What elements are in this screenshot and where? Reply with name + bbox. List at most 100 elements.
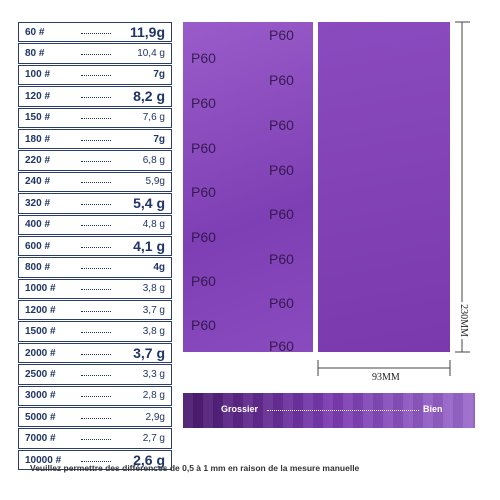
- grit: 3000 #: [25, 390, 56, 402]
- grit: 80 #: [25, 48, 45, 60]
- grit: 120 #: [25, 90, 51, 102]
- leader-dots: [81, 139, 111, 141]
- weight: 7,6 g: [142, 112, 165, 124]
- leader-dots: [81, 225, 111, 227]
- weight-row: 150 # 7,6 g: [18, 107, 172, 128]
- weight: 2,6 g: [133, 452, 165, 468]
- weight-row: 1500 # 3,8 g: [18, 321, 172, 342]
- weight: 3,8 g: [142, 283, 165, 295]
- sheet-label: P60: [191, 184, 216, 200]
- weight: 5,4 g: [133, 195, 165, 212]
- leader-dots: [81, 118, 111, 120]
- weight: 3,7 g: [142, 304, 165, 316]
- width-label: 93MM: [372, 372, 400, 383]
- grit: 240 #: [25, 176, 51, 188]
- weight-row: 100 # 7g: [18, 64, 172, 86]
- weight-row: 80 # 10,4 g: [18, 43, 172, 64]
- weight: 2,8 g: [142, 390, 165, 402]
- weight-row: 10000 # 2,6 g: [18, 449, 172, 471]
- weight-row: 240 # 5,9g: [18, 171, 172, 193]
- leader-dots: [81, 353, 111, 355]
- leader-dots: [81, 75, 111, 77]
- weight-row: 2500 # 3,3 g: [18, 364, 172, 385]
- sheet-label: P60: [269, 206, 294, 222]
- sheet-label: P60: [191, 140, 216, 156]
- weight: 6,8 g: [142, 155, 165, 167]
- leader-dots: [81, 439, 111, 441]
- weight-table: 60 # 11,9g 80 # 10,4 g 100 # 7g 120 # 8,2 g 150 …: [18, 22, 172, 471]
- leader-dots: [81, 161, 111, 163]
- sheet-label: P60: [269, 251, 294, 267]
- grit: 320 #: [25, 197, 51, 209]
- footer-note: Veuillez permettre des différences de 0,…: [30, 463, 360, 473]
- leader-dots: [81, 396, 111, 398]
- weight-row: 220 # 6,8 g: [18, 150, 172, 171]
- leader-dots: [81, 289, 111, 291]
- sheet-label: P60: [269, 162, 294, 178]
- grit: 220 #: [25, 155, 51, 167]
- weight-row: 180 # 7g: [18, 128, 172, 150]
- weight: 4,1 g: [133, 238, 165, 255]
- weight: 3,3 g: [142, 368, 165, 380]
- weight: 4,8 g: [142, 219, 165, 231]
- sheet-label: P60: [269, 72, 294, 88]
- grit: 2000 #: [25, 347, 56, 359]
- sheet-label: P60: [191, 273, 216, 289]
- grit: 400 #: [25, 219, 51, 231]
- coarse-label: Grossier: [221, 404, 259, 414]
- leader-dots: [81, 203, 111, 205]
- sheet-label: P60: [269, 295, 294, 311]
- grit: 5000 #: [25, 411, 56, 423]
- grit: 1500 #: [25, 326, 56, 338]
- sheet-label: P60: [269, 27, 294, 43]
- grit: 2500 #: [25, 368, 56, 380]
- leader-dots: [81, 332, 111, 334]
- weight-row: 3000 # 2,8 g: [18, 385, 172, 407]
- leader-dots: [81, 374, 111, 376]
- sheet-label: P60: [191, 317, 216, 333]
- weight: 7g: [153, 133, 165, 145]
- weight-row: 800 # 4g: [18, 257, 172, 278]
- weight: 2,7 g: [142, 433, 165, 445]
- weight: 10,4 g: [137, 48, 165, 60]
- leader-dots: [81, 310, 111, 312]
- sheet-label: P60: [191, 95, 216, 111]
- grit: 1000 #: [25, 283, 56, 295]
- leader-dots: [81, 182, 111, 184]
- grit: 60 #: [25, 26, 45, 38]
- leader-dots: [81, 417, 111, 419]
- leader-dots: [81, 96, 111, 98]
- grit: 1200 #: [25, 304, 56, 316]
- height-label: 230MM: [457, 302, 469, 339]
- weight-row: 120 # 8,2 g: [18, 86, 172, 107]
- sheet-label: P60: [191, 229, 216, 245]
- grit: 100 #: [25, 69, 51, 81]
- grit: 180 #: [25, 133, 51, 145]
- leader-dots: [81, 54, 111, 56]
- sandpaper-back: P60 P60 P60 P60 P60 P60 P60 P60 P60 P60 P60 P60 P60 P…: [183, 22, 313, 354]
- leader-dots: [81, 32, 111, 34]
- grit: 150 #: [25, 112, 51, 124]
- grit: 600 #: [25, 240, 51, 252]
- weight-row: 5000 # 2,9g: [18, 407, 172, 428]
- sandpaper-front: [318, 22, 450, 352]
- leader-dots: [81, 246, 111, 248]
- weight-row: 600 # 4,1 g: [18, 235, 172, 257]
- leader-dots: [81, 460, 111, 462]
- grit: 7000 #: [25, 433, 56, 445]
- weight-row: 2000 # 3,7 g: [18, 342, 172, 364]
- weight-row: 400 # 4,8 g: [18, 214, 172, 235]
- leader-dots: [81, 267, 111, 269]
- weight: 7g: [153, 69, 165, 81]
- weight-row: 1000 # 3,8 g: [18, 278, 172, 300]
- sheet-label: P60: [269, 338, 294, 354]
- weight: 3,7 g: [133, 345, 165, 362]
- weight: 8,2 g: [133, 88, 165, 105]
- weight: 2,9g: [145, 411, 165, 423]
- weight: 4g: [153, 261, 165, 273]
- weight-row: 7000 # 2,7 g: [18, 428, 172, 449]
- scale-dots: [267, 410, 419, 411]
- weight: 5,9g: [145, 176, 165, 188]
